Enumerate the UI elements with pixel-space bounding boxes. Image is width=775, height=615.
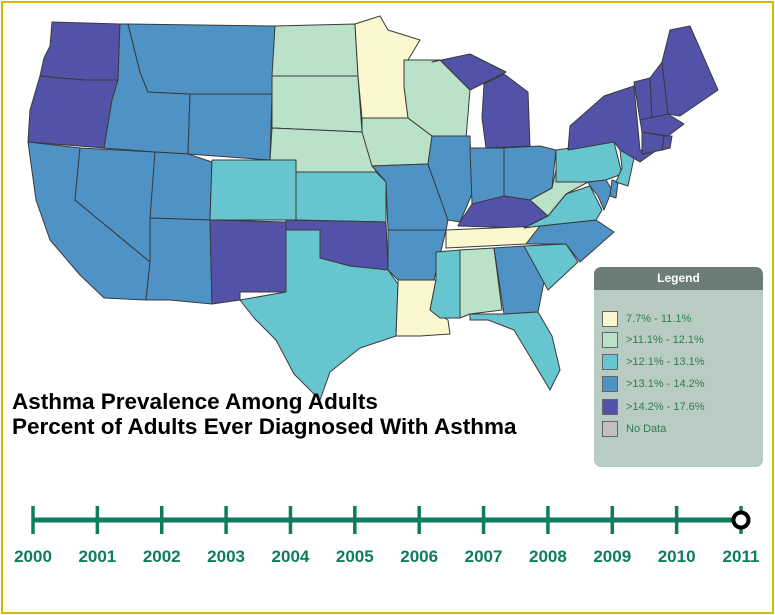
state-RI[interactable] [661, 135, 673, 151]
legend-label: No Data [626, 423, 667, 435]
state-TX[interactable] [239, 229, 399, 401]
legend-label: >13.1% - 14.2% [626, 378, 705, 390]
state-MI[interactable] [481, 73, 531, 149]
legend-swatch-c1 [602, 311, 618, 327]
legend-label: 7.7% - 11.1% [626, 313, 692, 325]
state-MI-UP[interactable] [431, 53, 507, 91]
timeline-year-label[interactable]: 2003 [207, 547, 245, 566]
timeline-year-label[interactable]: 2001 [78, 547, 116, 566]
state-MT[interactable] [127, 23, 276, 95]
legend-swatch-c2 [602, 332, 618, 348]
legend-swatch-c4 [602, 376, 618, 392]
state-IN[interactable] [469, 147, 505, 205]
state-ND[interactable] [271, 23, 359, 77]
legend-label: >11.1% - 12.1% [626, 334, 704, 346]
state-CO[interactable] [209, 159, 297, 221]
state-CT[interactable] [641, 131, 665, 155]
legend-item: >14.2% - 17.6% [602, 398, 705, 416]
timeline-year-label[interactable]: 2009 [593, 547, 631, 566]
timeline-year-label[interactable]: 2005 [336, 547, 374, 566]
legend-item: 7.7% - 11.1% [602, 310, 691, 328]
state-OR[interactable] [27, 75, 119, 149]
state-KS[interactable] [295, 171, 387, 223]
legend-label: >12.1% - 13.1% [626, 356, 705, 368]
state-AL[interactable] [459, 247, 503, 319]
legend-item: No Data [602, 420, 666, 438]
legend-item: >13.1% - 14.2% [602, 375, 705, 393]
timeline-year-label[interactable]: 2006 [400, 547, 438, 566]
state-WA[interactable] [39, 21, 121, 81]
timeline-year-label[interactable]: 2011 [723, 547, 760, 566]
legend-swatch-c5 [602, 399, 618, 415]
state-TN[interactable] [445, 225, 541, 249]
state-SC[interactable] [523, 243, 579, 291]
legend-item: >11.1% - 12.1% [602, 331, 704, 349]
state-MA[interactable] [639, 113, 685, 137]
year-timeline: 2000 2001 2002 2003 2004 2005 2006 2007 2008 2009… [14, 506, 760, 566]
state-ME[interactable] [661, 25, 719, 117]
state-AZ[interactable] [145, 217, 213, 305]
legend-label: >14.2% - 17.6% [626, 401, 705, 413]
state-NY[interactable] [567, 85, 655, 163]
timeline-year-label[interactable]: 2004 [272, 547, 310, 566]
state-MD[interactable] [587, 179, 613, 211]
map-title: Asthma Prevalence Among Adults Percent o… [12, 389, 516, 439]
timeline-year-label[interactable]: 2000 [14, 547, 52, 566]
timeline-year-label[interactable]: 2008 [529, 547, 567, 566]
map-title-line2: Percent of Adults Ever Diagnosed With As… [12, 414, 517, 439]
map-title-line1: Asthma Prevalence Among Adults [12, 389, 378, 414]
state-PA[interactable] [555, 141, 623, 183]
state-FL[interactable] [469, 311, 561, 391]
state-WY[interactable] [187, 93, 273, 161]
timeline-year-label[interactable]: 2010 [658, 547, 696, 566]
legend-swatch-c3 [602, 354, 618, 370]
timeline-year-label[interactable]: 2007 [465, 547, 503, 566]
state-UT[interactable] [149, 151, 213, 221]
timeline-selected-marker[interactable] [731, 510, 751, 530]
state-SD[interactable] [271, 75, 363, 133]
legend-heading: Legend [594, 267, 763, 290]
legend-panel: Legend 7.7% - 11.1% >11.1% - 12.1% >12.1… [594, 267, 763, 467]
state-NM[interactable] [209, 219, 287, 305]
timeline-year-label[interactable]: 2002 [143, 547, 181, 566]
legend-swatch-nd [602, 421, 618, 437]
legend-item: >12.1% - 13.1% [602, 353, 705, 371]
